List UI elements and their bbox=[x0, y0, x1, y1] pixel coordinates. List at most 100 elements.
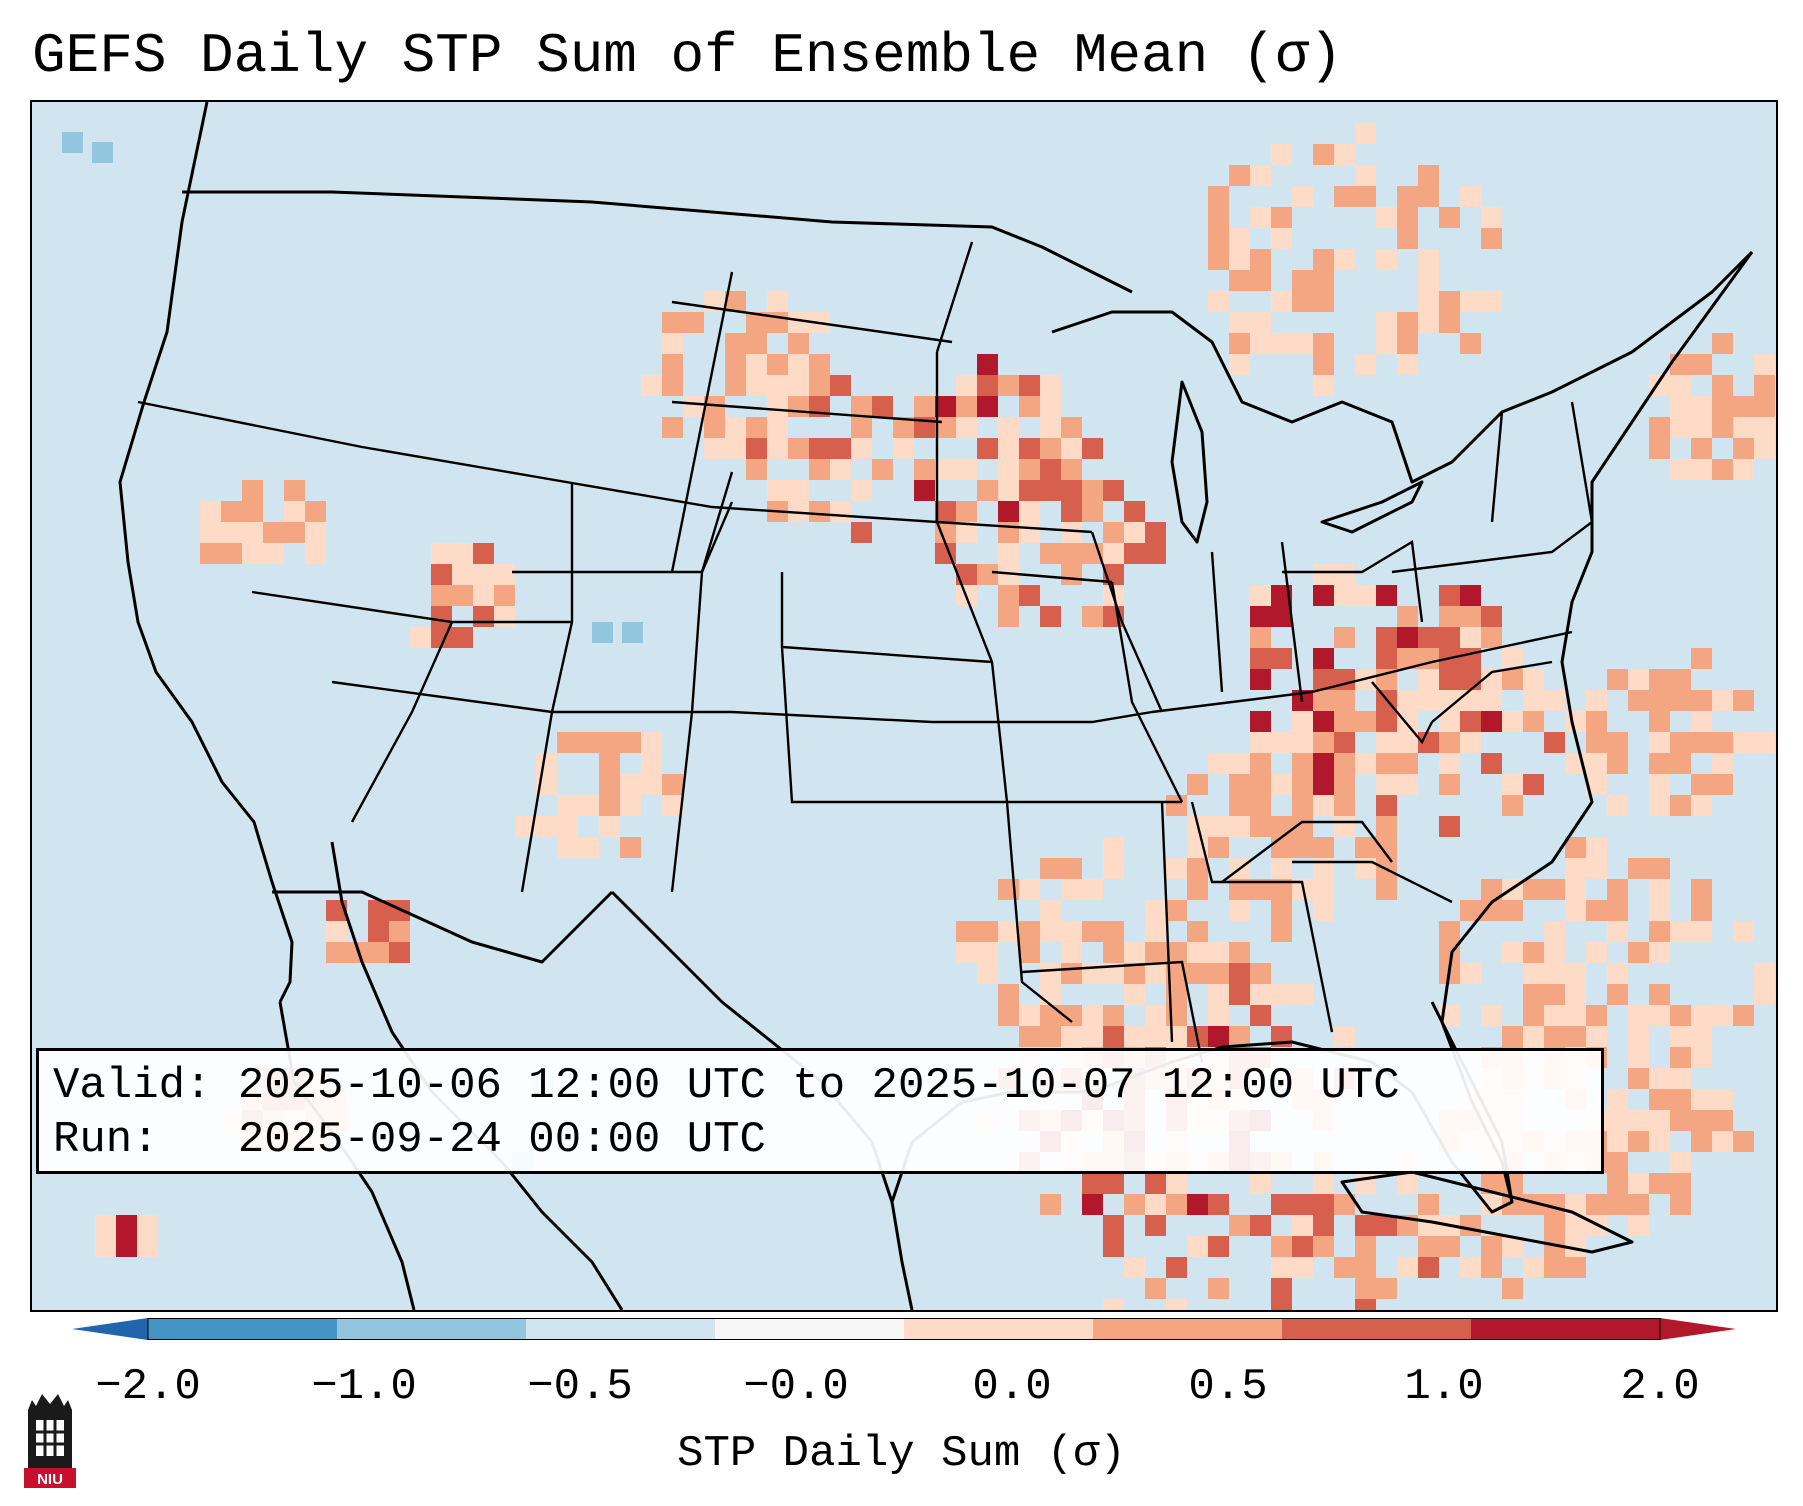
stp-anomaly-cell bbox=[1439, 690, 1460, 711]
stp-anomaly-cell bbox=[1250, 165, 1271, 186]
stp-anomaly-cell bbox=[1040, 921, 1061, 942]
stp-anomaly-cell bbox=[746, 333, 767, 354]
stp-anomaly-cell bbox=[1586, 774, 1607, 795]
stp-anomaly-cell bbox=[1481, 1257, 1502, 1278]
stp-anomaly-cell bbox=[1670, 921, 1691, 942]
stp-anomaly-cell bbox=[1523, 942, 1544, 963]
stp-anomaly-cell bbox=[1670, 1089, 1691, 1110]
stp-anomaly-cell bbox=[1313, 291, 1334, 312]
stp-anomaly-cell bbox=[1061, 522, 1082, 543]
stp-anomaly-cell bbox=[1670, 753, 1691, 774]
stp-anomaly-cell bbox=[1355, 858, 1376, 879]
stp-anomaly-cell bbox=[1460, 963, 1481, 984]
stp-anomaly-cell bbox=[683, 396, 704, 417]
stp-anomaly-cell bbox=[1586, 711, 1607, 732]
stp-anomaly-cell bbox=[1460, 900, 1481, 921]
stp-anomaly-cell bbox=[1712, 690, 1733, 711]
stp-anomaly-cell bbox=[1334, 690, 1355, 711]
stp-anomaly-cell bbox=[1397, 207, 1418, 228]
stp-anomaly-cell bbox=[998, 417, 1019, 438]
stp-anomaly-cell bbox=[1145, 1173, 1166, 1194]
stp-anomaly-cell bbox=[1355, 186, 1376, 207]
stp-anomaly-cell bbox=[1271, 774, 1292, 795]
stp-anomaly-cell bbox=[1208, 228, 1229, 249]
stp-anomaly-cell bbox=[767, 438, 788, 459]
stp-anomaly-cell bbox=[914, 396, 935, 417]
stp-anomaly-cell bbox=[599, 774, 620, 795]
stp-anomaly-cell bbox=[1376, 795, 1397, 816]
stp-anomaly-cell bbox=[1649, 711, 1670, 732]
stp-anomaly-cell bbox=[1271, 900, 1292, 921]
stp-anomaly-cell bbox=[1145, 921, 1166, 942]
stp-anomaly-cell bbox=[1229, 753, 1250, 774]
stp-anomaly-cell bbox=[1019, 459, 1040, 480]
stp-anomaly-cell bbox=[1271, 879, 1292, 900]
stp-anomaly-cell bbox=[1418, 165, 1439, 186]
stp-anomaly-cell bbox=[956, 564, 977, 585]
stp-anomaly-cell bbox=[494, 606, 515, 627]
stp-anomaly-cell bbox=[1040, 375, 1061, 396]
stp-anomaly-cell bbox=[1019, 522, 1040, 543]
stp-anomaly-cell bbox=[1124, 522, 1145, 543]
stp-anomaly-cell bbox=[284, 501, 305, 522]
stp-anomaly-cell bbox=[578, 795, 599, 816]
stp-anomaly-cell bbox=[557, 795, 578, 816]
stp-anomaly-cell bbox=[62, 132, 83, 153]
logo-text: NIU bbox=[37, 1471, 63, 1488]
stp-anomaly-cell bbox=[1754, 984, 1775, 1005]
stp-anomaly-cell bbox=[1229, 816, 1250, 837]
stp-anomaly-cell bbox=[1292, 291, 1313, 312]
stp-anomaly-cell bbox=[1460, 1257, 1481, 1278]
stp-anomaly-cell bbox=[1103, 858, 1124, 879]
stp-anomaly-cell bbox=[1523, 984, 1544, 1005]
stp-anomaly-cell bbox=[998, 375, 1019, 396]
stp-anomaly-cell bbox=[1271, 228, 1292, 249]
stp-anomaly-cell bbox=[1250, 312, 1271, 333]
colorbar-tick-label: 0.0 bbox=[972, 1362, 1052, 1412]
stp-anomaly-cell bbox=[767, 354, 788, 375]
stp-anomaly-cell bbox=[725, 375, 746, 396]
stp-anomaly-cell bbox=[1355, 1257, 1376, 1278]
stp-anomaly-cell bbox=[1712, 1110, 1733, 1131]
stp-anomaly-cell bbox=[1460, 711, 1481, 732]
stp-anomaly-cell bbox=[1124, 1257, 1145, 1278]
stp-anomaly-cell bbox=[1208, 291, 1229, 312]
stp-anomaly-cell bbox=[1628, 942, 1649, 963]
stp-anomaly-cell bbox=[1061, 858, 1082, 879]
colorbar-over-extension bbox=[1660, 1318, 1736, 1340]
stp-anomaly-cell bbox=[1523, 669, 1544, 690]
stp-anomaly-cell bbox=[578, 837, 599, 858]
stp-anomaly-cell bbox=[1040, 984, 1061, 1005]
stp-anomaly-cell bbox=[1292, 711, 1313, 732]
stp-anomaly-cell bbox=[1145, 1278, 1166, 1299]
stp-anomaly-cell bbox=[1229, 228, 1250, 249]
stp-anomaly-cell bbox=[137, 1236, 158, 1257]
stp-anomaly-cell bbox=[1355, 1215, 1376, 1236]
stp-anomaly-cell bbox=[1649, 1131, 1670, 1152]
stp-anomaly-cell bbox=[1397, 312, 1418, 333]
stp-anomaly-cell bbox=[977, 375, 998, 396]
stp-anomaly-cell bbox=[1418, 270, 1439, 291]
stp-anomaly-cell bbox=[1061, 963, 1082, 984]
stp-anomaly-cell bbox=[1082, 501, 1103, 522]
stp-anomaly-cell bbox=[1376, 333, 1397, 354]
stp-anomaly-cell bbox=[914, 459, 935, 480]
stp-anomaly-cell bbox=[1754, 963, 1775, 984]
colorbar-tick-label: 2.0 bbox=[1620, 1362, 1700, 1412]
stp-anomaly-cell bbox=[1145, 522, 1166, 543]
stp-anomaly-cell bbox=[1292, 1215, 1313, 1236]
stp-anomaly-cell bbox=[1397, 732, 1418, 753]
stp-anomaly-cell bbox=[1670, 354, 1691, 375]
stp-anomaly-cell bbox=[1166, 963, 1187, 984]
stp-anomaly-cell bbox=[1334, 249, 1355, 270]
colorbar-tick-label: 1.0 bbox=[1404, 1362, 1484, 1412]
stp-anomaly-cell bbox=[1691, 438, 1712, 459]
stp-anomaly-cell bbox=[1229, 942, 1250, 963]
colorbar-bin bbox=[1471, 1318, 1661, 1340]
stp-anomaly-cell bbox=[1544, 690, 1565, 711]
stp-anomaly-cell bbox=[956, 459, 977, 480]
stp-anomaly-cell bbox=[1481, 690, 1502, 711]
stp-anomaly-cell bbox=[725, 354, 746, 375]
stp-anomaly-cell bbox=[1166, 1026, 1187, 1047]
stp-anomaly-cell bbox=[1229, 1026, 1250, 1047]
